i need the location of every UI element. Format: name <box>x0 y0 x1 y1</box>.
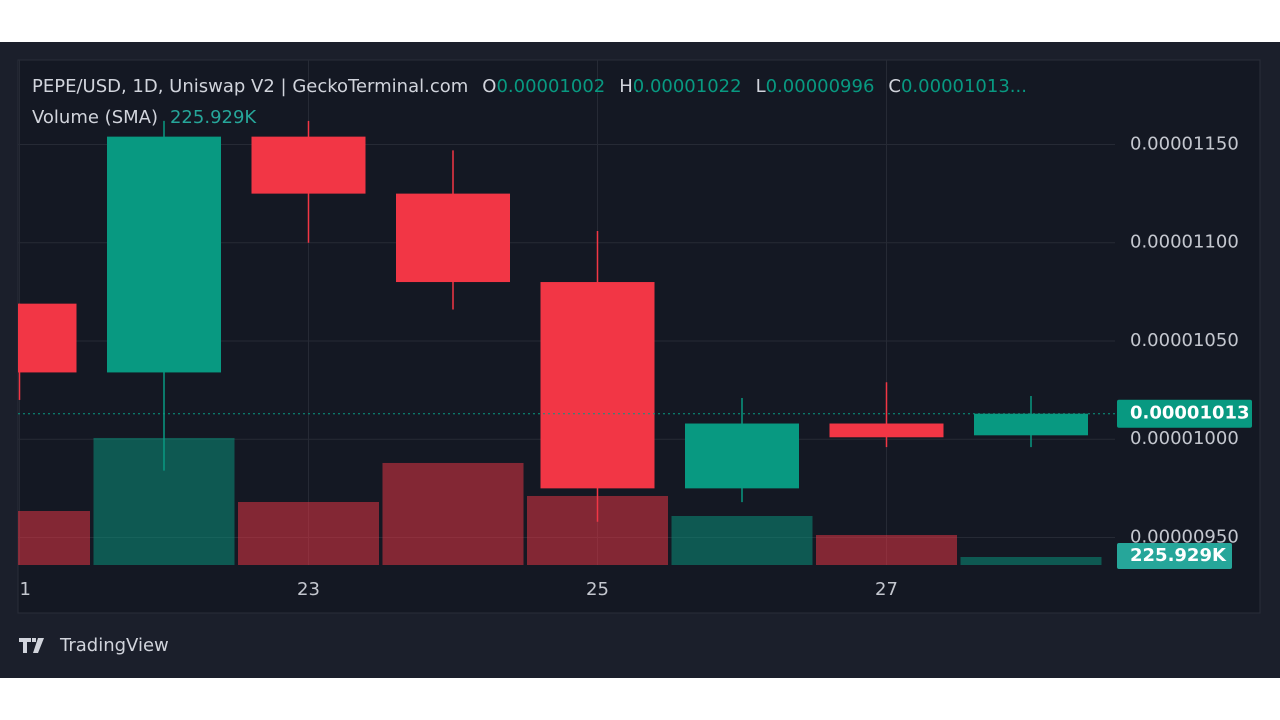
x-tick-label: 21 <box>8 579 31 600</box>
volume-pane <box>18 437 1102 565</box>
volume-bar <box>671 515 813 565</box>
candle-body <box>540 282 655 489</box>
candle-body <box>974 413 1088 436</box>
price-badge <box>1117 399 1252 428</box>
volume-bar <box>238 501 379 565</box>
volume-bar <box>18 510 90 565</box>
volume-bar <box>960 556 1102 565</box>
x-tick-label: 25 <box>586 579 609 600</box>
ohlc-value: 0.00001022 <box>633 76 742 97</box>
y-tick-label: 0.00000950 <box>1130 526 1239 547</box>
volume-name: Volume (SMA) <box>32 107 158 128</box>
symbol-title: PEPE/USD, 1D, Uniswap V2 | GeckoTerminal… <box>32 76 468 97</box>
volume-badge <box>1117 542 1232 569</box>
volume-bar <box>382 462 524 565</box>
ohlc-name: O <box>482 76 496 97</box>
candle-body <box>829 423 944 438</box>
legend-header: PEPE/USD, 1D, Uniswap V2 | GeckoTerminal… <box>32 76 1027 97</box>
brand-name: TradingView <box>59 635 169 656</box>
candle-body <box>251 136 366 194</box>
volume-legend: Volume (SMA) 225.929K <box>32 107 257 128</box>
y-tick-label: 0.00001000 <box>1130 428 1239 449</box>
candle-body <box>396 193 510 283</box>
ohlc-value: 0.00000996 <box>766 76 875 97</box>
y-tick-label: 0.00001100 <box>1130 232 1239 253</box>
ohlc-name: C <box>888 76 901 97</box>
ohlc-value: 0.00001013... <box>901 76 1027 97</box>
logo: TradingView <box>19 635 169 656</box>
candle-body <box>18 303 77 373</box>
x-tick-label: 27 <box>875 579 898 600</box>
price-pane <box>18 120 1088 522</box>
volume-value: 225.929K <box>170 107 257 128</box>
y-tick-label: 0.00001150 <box>1130 133 1239 154</box>
x-axis: 21 23 25 27 <box>8 579 898 600</box>
price-badge-label: 0.00001013 <box>1130 403 1250 424</box>
candle-body <box>685 423 799 489</box>
y-tick-label: 0.00001050 <box>1130 330 1239 351</box>
ohlc-name: L <box>756 76 766 97</box>
axes: 0.00000950 0.00001000 0.00001050 0.00001100… <box>18 133 1252 569</box>
ohlc-value: 0.00001002 <box>496 76 605 97</box>
x-tick-label: 23 <box>297 579 320 600</box>
candle-body <box>107 136 221 373</box>
volume-badge-label: 225.929K <box>1130 545 1227 566</box>
volume-bar <box>816 535 957 565</box>
ohlc-name: H <box>619 76 633 97</box>
